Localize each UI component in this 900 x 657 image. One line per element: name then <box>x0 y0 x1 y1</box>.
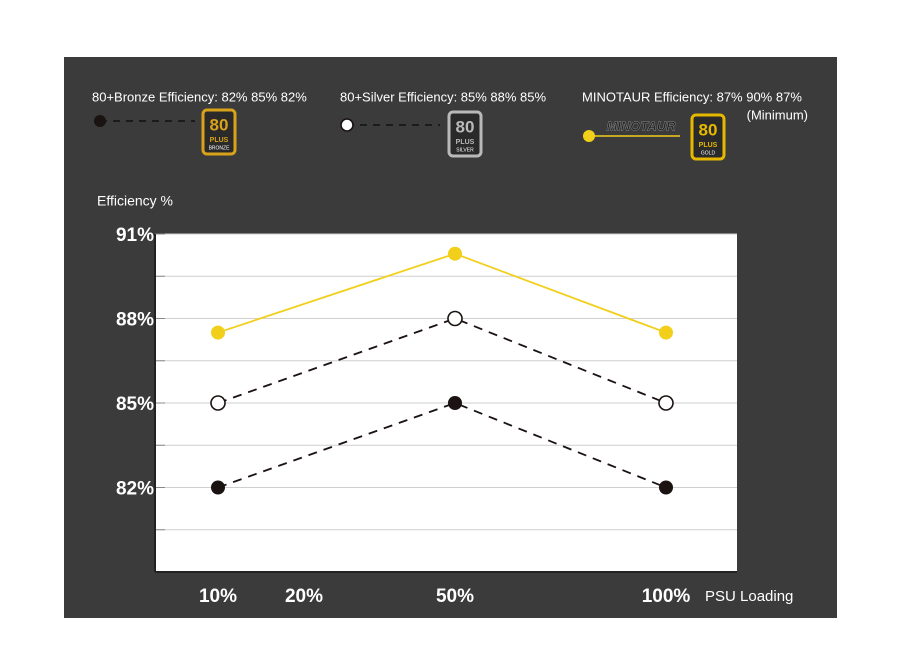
badge-number: 80 <box>456 117 475 136</box>
x-tick-label: 50% <box>436 586 474 607</box>
badge-level: GOLD <box>701 150 716 156</box>
y-tick-label: 85% <box>116 394 154 415</box>
badge-number: 80 <box>699 120 718 139</box>
marker <box>447 310 463 327</box>
marker <box>211 325 225 340</box>
x-tick-label: 20% <box>285 586 323 607</box>
badge <box>201 108 237 156</box>
marker <box>340 118 354 132</box>
logo: MINOTAUR <box>606 118 676 133</box>
y-axis-label: Efficiency % <box>97 193 173 209</box>
x-axis-label: PSU Loading <box>705 588 793 605</box>
legend-label: 80+Silver Efficiency: 85% 88% 85% <box>340 89 547 104</box>
badge-level: SILVER <box>456 147 474 153</box>
marker <box>583 130 595 142</box>
y-tick-label: 91% <box>116 225 154 246</box>
marker <box>448 246 462 261</box>
marker <box>94 115 106 127</box>
series-line <box>217 317 667 404</box>
badge-plus: PLUS <box>210 137 229 144</box>
marker <box>211 480 225 495</box>
badge-level: BRONZE <box>209 145 231 151</box>
badge-plus: PLUS <box>699 142 718 149</box>
note: (Minimum) <box>747 107 808 122</box>
y-tick-label: 82% <box>116 479 154 500</box>
marker <box>659 480 673 495</box>
marker <box>658 395 674 411</box>
series-line <box>217 402 667 489</box>
legend-label: MINOTAUR Efficiency: 87% 90% 87% <box>582 89 802 104</box>
x-tick-label: 10% <box>199 586 237 607</box>
legend-label: 80+Bronze Efficiency: 82% 85% 82% <box>92 89 307 104</box>
badge-plus: PLUS <box>456 139 475 146</box>
x-tick-label: 100% <box>642 586 691 607</box>
badge <box>690 113 726 161</box>
marker <box>210 395 226 411</box>
marker <box>448 396 462 410</box>
marker <box>659 325 673 340</box>
y-tick-label: 88% <box>116 310 154 331</box>
badge-number: 80 <box>210 115 229 134</box>
badge <box>447 110 483 158</box>
